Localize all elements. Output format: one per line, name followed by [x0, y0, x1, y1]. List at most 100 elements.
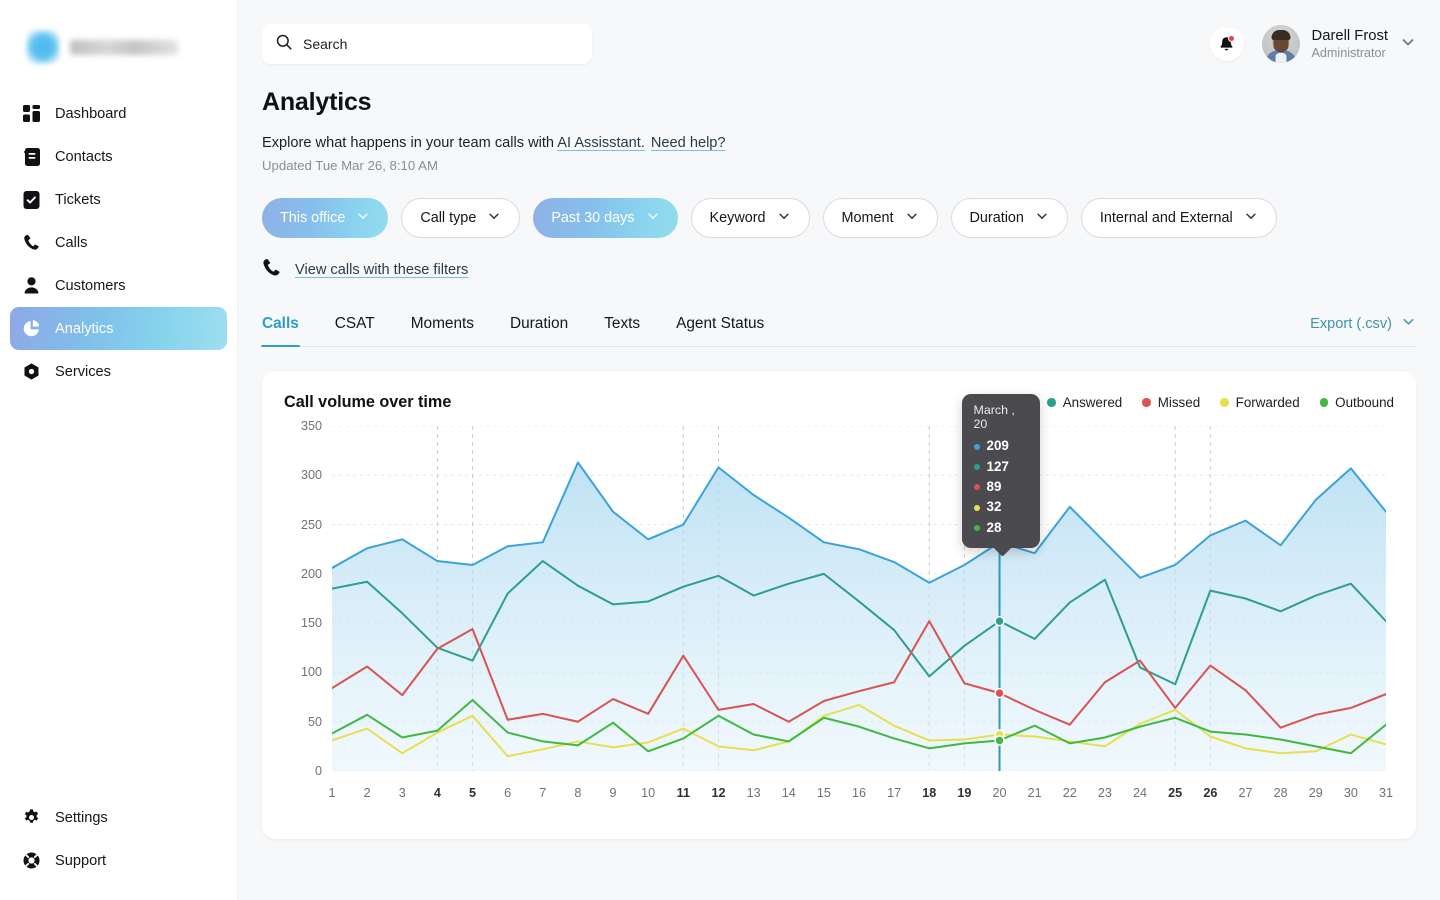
- sidebar-item-contacts[interactable]: Contacts: [10, 135, 227, 178]
- tickets-icon: [22, 190, 41, 209]
- legend-item-forwarded[interactable]: Forwarded: [1220, 395, 1300, 410]
- notification-bell-button[interactable]: [1209, 27, 1244, 61]
- y-axis-tick: 200: [300, 566, 322, 581]
- export-csv-button[interactable]: Export (.csv): [1310, 314, 1416, 346]
- brand-name-blurred: [70, 39, 178, 55]
- tab-agent-status[interactable]: Agent Status: [676, 315, 765, 332]
- y-axis-tick: 250: [300, 517, 322, 532]
- x-axis-tick: 12: [711, 786, 726, 800]
- x-axis-tick: 24: [1133, 786, 1148, 800]
- search-icon: [276, 34, 292, 55]
- sidebar-item-analytics[interactable]: Analytics: [10, 307, 227, 350]
- tab-texts[interactable]: Texts: [604, 315, 641, 332]
- tooltip-value: 32: [986, 499, 1002, 515]
- card-header: Call volume over time Total Answered: [284, 393, 1394, 412]
- x-axis-tick: 27: [1238, 786, 1253, 800]
- filter-moment[interactable]: Moment: [822, 198, 938, 238]
- x-axis-tick: 2: [363, 786, 371, 800]
- dashboard-icon: [22, 104, 41, 123]
- legend-item-answered[interactable]: Answered: [1047, 395, 1122, 410]
- need-help-link[interactable]: Need help?: [650, 135, 726, 151]
- chevron-down-icon: [905, 209, 919, 227]
- tooltip-rows: 209 127 89 32 28: [973, 436, 1028, 538]
- tab-duration[interactable]: Duration: [510, 315, 569, 332]
- sidebar-item-tickets[interactable]: Tickets: [10, 178, 227, 221]
- chart-svg: [332, 426, 1386, 771]
- filter-keyword[interactable]: Keyword: [690, 198, 810, 238]
- x-axis-tick: 22: [1062, 786, 1077, 800]
- x-axis-tick: 23: [1097, 786, 1112, 800]
- main-area: Darell Frost Administrator Analytics Exp…: [238, 0, 1440, 900]
- chevron-down-icon: [646, 209, 660, 227]
- y-axis-tick: 300: [300, 468, 322, 483]
- search-box[interactable]: [262, 24, 592, 64]
- x-axis-tick: 29: [1308, 786, 1323, 800]
- sidebar-item-label: Services: [55, 363, 111, 380]
- legend-dot-icon: [1142, 398, 1151, 407]
- user-role: Administrator: [1311, 46, 1386, 61]
- sidebar-item-dashboard[interactable]: Dashboard: [10, 92, 227, 135]
- filter-call-type[interactable]: Call type: [401, 198, 521, 238]
- tooltip-value: 89: [986, 479, 1002, 495]
- filter-internal-external[interactable]: Internal and External: [1080, 198, 1277, 238]
- x-axis-labels: 1 2 3 4 5 6 7 8 9 10 11 12 13 14 15 16 17 18 19 20 21 22 23 24 2…: [328, 786, 1393, 806]
- filter-label: Internal and External: [1099, 210, 1233, 226]
- tooltip-value: 127: [986, 458, 1009, 474]
- filter-this-office[interactable]: This office: [262, 198, 389, 238]
- tooltip-value: 209: [986, 438, 1009, 454]
- avatar: [1261, 25, 1300, 63]
- tab-moments[interactable]: Moments: [410, 315, 474, 332]
- legend-item-missed[interactable]: Missed: [1142, 395, 1200, 410]
- sidebar-item-label: Settings: [55, 809, 108, 826]
- search-input[interactable]: [303, 36, 578, 52]
- chart-legend: Total Answered Missed Forwarded: [983, 395, 1394, 410]
- sidebar-item-customers[interactable]: Customers: [10, 264, 227, 307]
- legend-label: Forwarded: [1235, 395, 1300, 410]
- brand[interactable]: [0, 18, 237, 70]
- analytics-tabs: Calls CSAT Moments Duration Texts Agent …: [261, 314, 1416, 347]
- legend-label: Outbound: [1335, 395, 1394, 410]
- chevron-down-icon[interactable]: [1400, 34, 1416, 55]
- tooltip-dot-icon: [973, 463, 980, 470]
- chart-tooltip: March , 20 209 127 89 32 28: [961, 394, 1040, 557]
- view-calls-row: View calls with these filters: [262, 258, 1416, 282]
- y-axis-tick: 350: [300, 419, 322, 433]
- ai-assistant-link[interactable]: AI Assisstant.: [557, 135, 645, 151]
- tab-csat[interactable]: CSAT: [334, 315, 375, 332]
- legend-label: Missed: [1157, 395, 1201, 410]
- hover-point-marker: [995, 689, 1004, 698]
- x-axis-tick: 31: [1378, 786, 1394, 800]
- x-axis-tick: 11: [676, 786, 690, 800]
- subtitle-text: Explore what happens in your team calls …: [262, 135, 558, 151]
- legend-item-outbound[interactable]: Outbound: [1319, 395, 1394, 410]
- page-title: Analytics: [262, 88, 372, 116]
- chart-plot[interactable]: [332, 426, 1386, 771]
- filter-label: Keyword: [709, 210, 766, 226]
- tooltip-row: 89: [973, 477, 1028, 497]
- series-line-forwarded: [332, 705, 1386, 756]
- tab-calls[interactable]: Calls: [261, 315, 300, 347]
- user-menu[interactable]: Darell Frost Administrator: [1261, 25, 1416, 63]
- x-axis-tick: 25: [1168, 786, 1183, 800]
- tooltip-title: March , 20: [973, 403, 1015, 432]
- sidebar-item-support[interactable]: Support: [10, 839, 227, 882]
- filter-label: This office: [280, 210, 346, 226]
- x-axis-tick: 21: [1027, 786, 1042, 800]
- tooltip-dot-icon: [973, 484, 980, 491]
- y-axis-labels: 0 50 100 150 200 250 300 350: [284, 419, 322, 778]
- x-axis-tick: 3: [398, 786, 406, 800]
- chevron-down-icon: [1244, 209, 1258, 227]
- sidebar-item-services[interactable]: Services: [10, 350, 227, 393]
- user-text: Darell Frost Administrator: [1312, 27, 1388, 62]
- tooltip-dot-icon: [973, 504, 980, 511]
- y-axis-tick: 50: [307, 714, 322, 729]
- sidebar-item-calls[interactable]: Calls: [10, 221, 227, 264]
- filter-duration[interactable]: Duration: [950, 198, 1068, 238]
- x-axis-tick: 5: [469, 786, 477, 800]
- contacts-icon: [22, 147, 41, 166]
- x-axis-tick: 19: [957, 786, 972, 800]
- sidebar-item-settings[interactable]: Settings: [10, 796, 227, 839]
- view-calls-link[interactable]: View calls with these filters: [295, 262, 469, 278]
- filter-date-range[interactable]: Past 30 days: [533, 198, 678, 238]
